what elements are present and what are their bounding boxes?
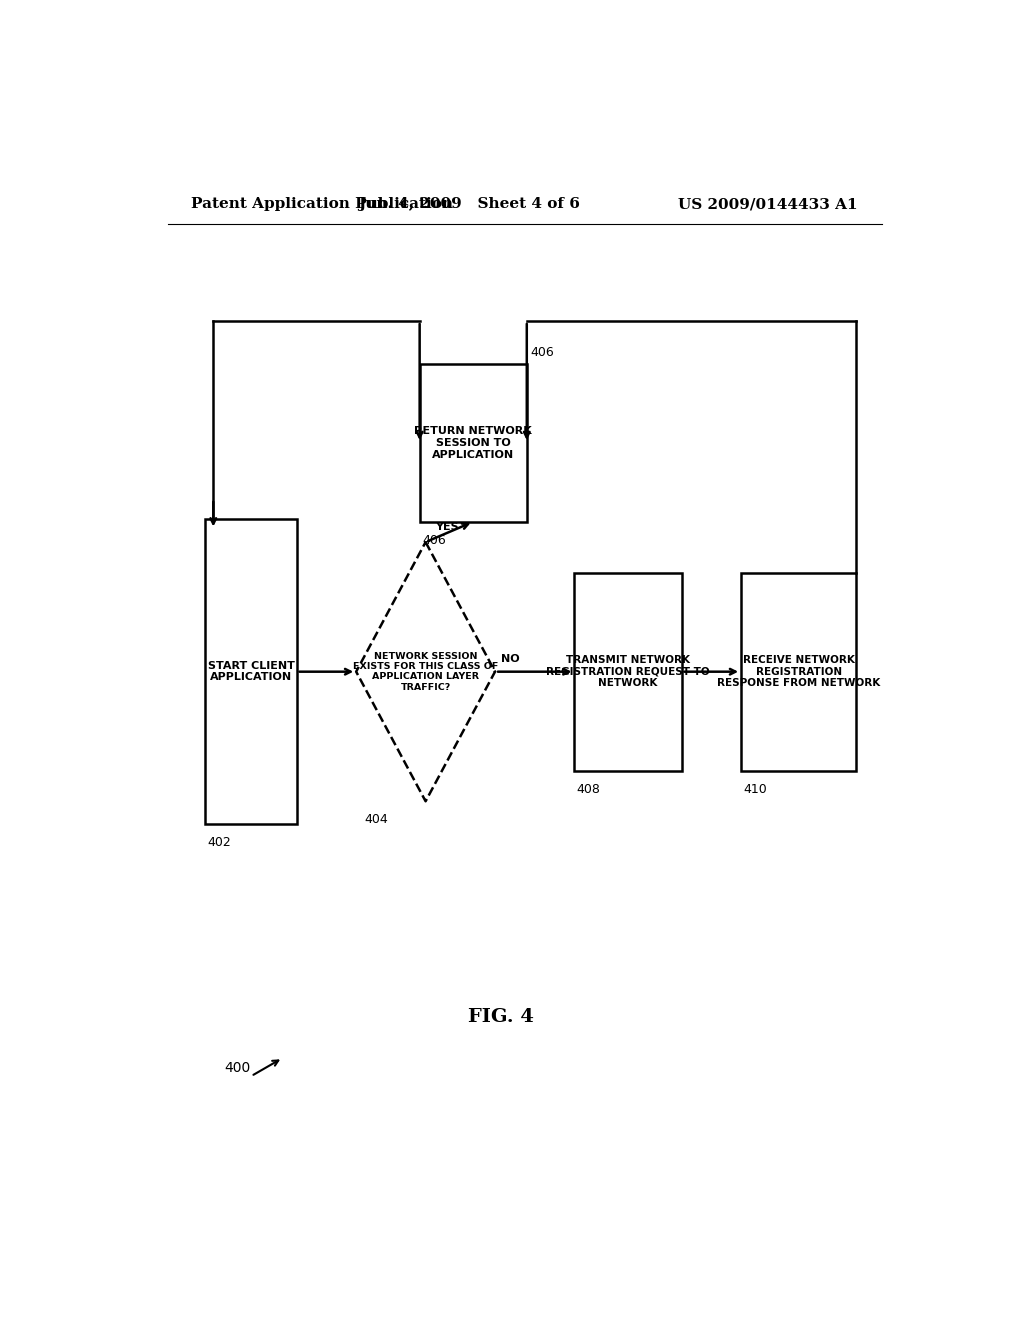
Text: FIG. 4: FIG. 4 — [468, 1008, 534, 1026]
Text: YES: YES — [435, 521, 459, 532]
Text: NETWORK SESSION
EXISTS FOR THIS CLASS OF
APPLICATION LAYER
TRAFFIC?: NETWORK SESSION EXISTS FOR THIS CLASS OF… — [353, 652, 499, 692]
Text: 406: 406 — [422, 535, 445, 546]
FancyBboxPatch shape — [741, 573, 856, 771]
Text: 404: 404 — [365, 813, 388, 826]
Text: 410: 410 — [743, 783, 767, 796]
Text: RETURN NETWORK
SESSION TO
APPLICATION: RETURN NETWORK SESSION TO APPLICATION — [415, 426, 532, 459]
Text: TRANSMIT NETWORK
REGISTRATION REQUEST TO
NETWORK: TRANSMIT NETWORK REGISTRATION REQUEST TO… — [546, 655, 710, 688]
Text: 408: 408 — [577, 783, 601, 796]
Text: 402: 402 — [208, 837, 231, 849]
Text: US 2009/0144433 A1: US 2009/0144433 A1 — [679, 197, 858, 211]
Text: Jun. 4, 2009   Sheet 4 of 6: Jun. 4, 2009 Sheet 4 of 6 — [358, 197, 581, 211]
Text: 400: 400 — [224, 1061, 251, 1074]
FancyBboxPatch shape — [574, 573, 682, 771]
FancyBboxPatch shape — [206, 519, 297, 824]
Text: NO: NO — [502, 653, 520, 664]
Text: 406: 406 — [530, 346, 555, 359]
Text: Patent Application Publication: Patent Application Publication — [191, 197, 454, 211]
Text: START CLIENT
APPLICATION: START CLIENT APPLICATION — [208, 661, 295, 682]
FancyBboxPatch shape — [420, 364, 526, 521]
Text: RECEIVE NETWORK
REGISTRATION
RESPONSE FROM NETWORK: RECEIVE NETWORK REGISTRATION RESPONSE FR… — [717, 655, 881, 688]
